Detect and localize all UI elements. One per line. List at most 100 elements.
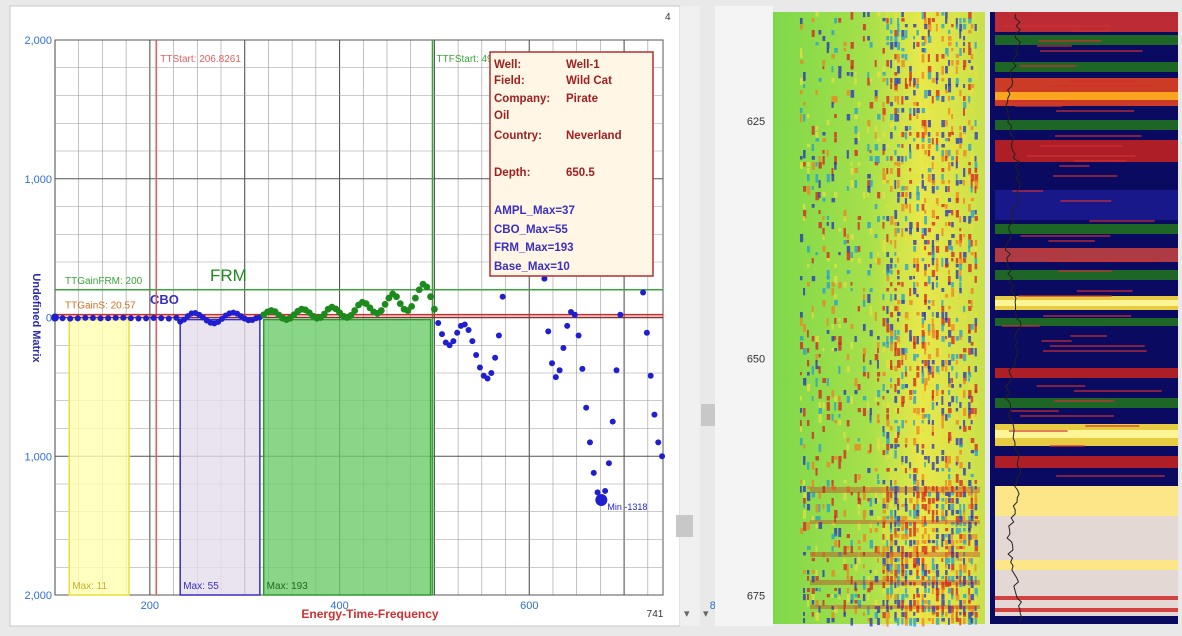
- vdl-sample: [886, 546, 890, 552]
- vdl-sample: [822, 570, 825, 578]
- vdl-sample: [955, 24, 959, 30]
- vdl-sample: [867, 186, 871, 194]
- vdl-sample: [838, 456, 842, 463]
- vdl-sample: [963, 258, 967, 263]
- vdl-sample: [886, 570, 889, 577]
- vdl-sample: [803, 348, 807, 355]
- data-point: [655, 439, 662, 446]
- vdl-sample: [959, 258, 963, 266]
- vdl-sample: [886, 336, 889, 344]
- vdl-sample: [941, 336, 945, 342]
- vdl-sample: [894, 564, 898, 571]
- vdl-sample: [799, 396, 802, 401]
- vdl-sample: [921, 582, 924, 586]
- vdl-sample: [882, 540, 885, 544]
- scroll-down-arrow[interactable]: ▾: [684, 608, 690, 620]
- vdl-sample: [945, 108, 948, 113]
- vdl-sample: [897, 282, 901, 286]
- vdl-sample: [941, 132, 945, 138]
- data-point: [549, 360, 556, 367]
- vdl-sample: [807, 492, 811, 501]
- vdl-sample: [924, 48, 927, 53]
- vdl-sample: [811, 306, 814, 314]
- vdl-sample: [818, 210, 821, 215]
- vdl-sample: [913, 606, 917, 611]
- vdl-sample: [897, 576, 900, 583]
- vdl-sample: [970, 126, 974, 131]
- vdl-sample: [970, 438, 975, 443]
- scroll-down-arrow-2[interactable]: ▾: [703, 608, 709, 620]
- info-depth-value: 650.5: [566, 167, 595, 179]
- vdl-sample: [815, 456, 819, 461]
- vdl-sample: [974, 588, 978, 597]
- data-point: [438, 331, 445, 338]
- vdl-sample: [901, 186, 905, 191]
- vdl-sample: [935, 312, 939, 318]
- vdl-sample: [815, 546, 818, 553]
- vdl-sample: [968, 612, 972, 620]
- vdl-sample: [894, 558, 897, 563]
- data-point: [351, 307, 359, 314]
- vdl-sample: [945, 510, 948, 517]
- vdl-sample: [909, 396, 913, 401]
- vdl-sample: [834, 156, 837, 165]
- vdl-sample: [882, 348, 886, 353]
- vdl-sample: [931, 330, 936, 339]
- x-tick-label: 200: [141, 600, 159, 612]
- vdl-sample: [927, 552, 931, 558]
- vdl-sample: [924, 378, 928, 386]
- vdl-sample: [901, 360, 904, 366]
- vdl-sample: [846, 534, 850, 539]
- vdl-sample: [974, 612, 978, 618]
- vdl-sample: [970, 252, 974, 256]
- vdl-sample: [882, 306, 885, 311]
- vdl-sample: [901, 552, 904, 559]
- vertical-scrollbar[interactable]: [680, 6, 700, 626]
- vdl-sample: [831, 198, 836, 203]
- vdl-sample: [916, 144, 920, 150]
- vdl-sample: [948, 516, 951, 524]
- vdl-sample: [941, 258, 944, 267]
- vdl-sample: [963, 528, 966, 532]
- vdl-sample: [901, 462, 905, 470]
- vdl-sample: [886, 12, 889, 21]
- vdl-sample: [924, 294, 927, 303]
- vdl-sample: [882, 582, 885, 589]
- vdl-sample: [890, 342, 893, 351]
- vdl-sample: [968, 504, 972, 509]
- vdl-sample: [951, 126, 954, 133]
- vdl-sample: [904, 426, 908, 430]
- vdl-sample: [974, 408, 977, 417]
- vdl-sample: [935, 588, 940, 596]
- vdl-sample: [807, 486, 811, 490]
- vdl-sample: [913, 24, 917, 28]
- vdl-sample: [897, 360, 901, 368]
- vdl-sample: [974, 576, 977, 585]
- vdl-sample: [948, 258, 952, 263]
- vdl-sample: [948, 588, 952, 594]
- vdl-sample: [890, 570, 894, 575]
- vdl-sample: [959, 312, 962, 319]
- vdl-sample: [811, 336, 815, 342]
- vdl-sample: [818, 492, 821, 499]
- vdl-sample: [927, 102, 932, 109]
- vdl-sample: [838, 420, 842, 426]
- vdl-sample: [948, 360, 952, 366]
- vdl-sample: [945, 210, 949, 217]
- vdl-sample: [874, 60, 877, 68]
- vdl-sample: [867, 144, 870, 152]
- vdl-sample: [916, 84, 919, 89]
- vdl-sample: [897, 510, 901, 515]
- vdl-sample: [897, 552, 900, 558]
- vdl-sample: [921, 180, 924, 189]
- vdl-sample: [909, 618, 913, 626]
- scrollbar-thumb[interactable]: [676, 515, 693, 537]
- vdl-sample: [913, 378, 917, 387]
- vdl-sample: [838, 552, 842, 557]
- vdl-sample: [963, 540, 967, 545]
- scrollbar-thumb-secondary[interactable]: [701, 404, 715, 426]
- vdl-sample: [834, 594, 837, 598]
- vdl-sample: [941, 420, 944, 429]
- vdl-sample: [846, 570, 849, 579]
